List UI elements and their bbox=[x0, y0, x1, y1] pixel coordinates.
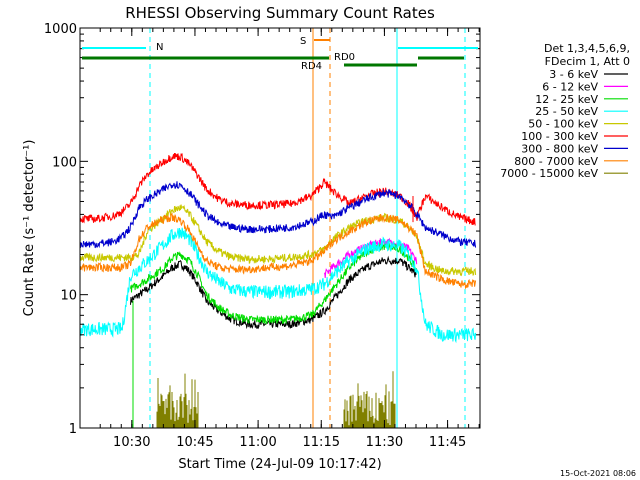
series-line bbox=[79, 152, 476, 226]
annotations: N S RD0 RD4 bbox=[82, 36, 478, 72]
chart-title: RHESSI Observing Summary Count Rates bbox=[125, 4, 435, 22]
plot-frame bbox=[79, 27, 481, 429]
x-tick-label: 11:15 bbox=[303, 435, 340, 450]
series-12-25-kev bbox=[130, 242, 417, 326]
y-tick-label: 100 bbox=[52, 155, 77, 170]
x-tick-label: 10:30 bbox=[113, 435, 150, 450]
time-markers bbox=[149, 28, 466, 428]
y-tick-label: 10 bbox=[60, 289, 77, 304]
series-line bbox=[79, 227, 477, 344]
series-800-7000-kev bbox=[79, 212, 477, 290]
series-line bbox=[79, 181, 477, 249]
legend-label: 6 - 12 keV bbox=[542, 80, 598, 93]
tick-marks: 1 10 100 1000 10:30 10:45 11:00 11:15 11:30 11:45 bbox=[44, 22, 480, 450]
x-tick-label: 11:30 bbox=[366, 435, 403, 450]
series-25-50-kev bbox=[79, 227, 477, 344]
legend-label: 12 - 25 keV bbox=[535, 93, 598, 106]
flag-label-rd4: RD4 bbox=[301, 61, 322, 72]
legend-label: 3 - 6 keV bbox=[549, 68, 598, 81]
legend: Det 1,3,4,5,6,9, FDecim 1, Att 0 3 - 6 k… bbox=[500, 42, 630, 180]
series-7000-15000-kev bbox=[156, 371, 396, 428]
series-line bbox=[79, 212, 477, 290]
x-tick-label: 11:45 bbox=[429, 435, 466, 450]
series-100-300-kev bbox=[79, 152, 476, 226]
axes bbox=[79, 27, 481, 429]
series-line bbox=[130, 242, 417, 326]
legend-label: 800 - 7000 keV bbox=[514, 155, 598, 168]
legend-label: 100 - 300 keV bbox=[521, 130, 598, 143]
timestamp-stamp: 15-Oct-2021 08:06 bbox=[560, 469, 636, 478]
y-axis-label: Count Rate (s⁻¹ detector⁻¹) bbox=[22, 140, 37, 317]
x-axis-label: Start Time (24-Jul-09 10:17:42) bbox=[178, 457, 381, 472]
legend-label: 7000 - 15000 keV bbox=[500, 167, 598, 180]
series-300-800-kev bbox=[79, 181, 477, 249]
x-tick-label: 11:00 bbox=[239, 435, 276, 450]
y-tick-label: 1 bbox=[69, 422, 77, 437]
series-lines bbox=[79, 152, 477, 428]
legend-header-line-2: FDecim 1, Att 0 bbox=[545, 55, 630, 68]
legend-header-line-1: Det 1,3,4,5,6,9, bbox=[544, 42, 630, 55]
flag-label-n: N bbox=[156, 42, 163, 53]
y-tick-label: 1000 bbox=[44, 22, 77, 37]
legend-label: 25 - 50 keV bbox=[535, 105, 598, 118]
flag-label-s: S bbox=[300, 36, 306, 47]
legend-label: 300 - 800 keV bbox=[521, 142, 598, 155]
x-tick-label: 10:45 bbox=[176, 435, 213, 450]
flag-label-rd0: RD0 bbox=[334, 52, 355, 63]
legend-label: 50 - 100 keV bbox=[528, 118, 598, 131]
